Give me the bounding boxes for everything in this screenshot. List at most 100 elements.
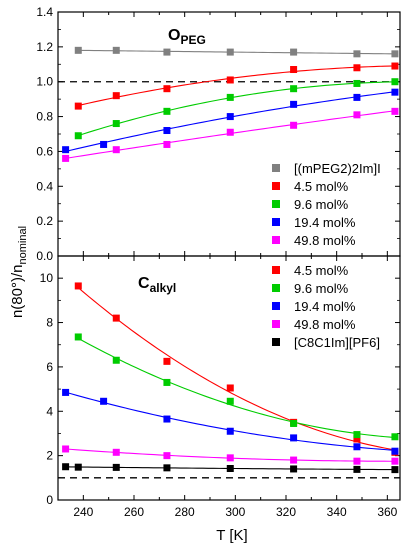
- bottom-legend-swatch: [272, 266, 280, 274]
- top-data-point: [290, 66, 298, 74]
- bottom-panel-title: Calkyl: [138, 275, 176, 295]
- bottom-legend-swatch: [272, 284, 280, 292]
- bottom-data-point: [391, 433, 399, 441]
- bottom-legend-label: 19.4 mol%: [294, 299, 356, 314]
- top-legend-label: [(mPEG2)2Im]I: [294, 161, 381, 176]
- top-data-point: [391, 50, 399, 58]
- top-data-point: [62, 154, 70, 162]
- top-y-tick-label: 0.6: [36, 144, 53, 158]
- bottom-data-point: [226, 465, 234, 472]
- bottom-data-point: [353, 457, 361, 465]
- y-axis-label-main: n(80°)/n: [9, 265, 26, 319]
- bottom-data-point: [226, 427, 234, 435]
- top-data-point: [62, 146, 70, 154]
- x-tick-label: 260: [124, 505, 144, 519]
- top-data-point: [226, 93, 234, 101]
- bottom-data-point: [112, 463, 120, 471]
- top-data-point: [226, 48, 234, 56]
- top-legend-swatch: [272, 218, 280, 226]
- bottom-fit-curve-1: [78, 337, 395, 439]
- top-data-point: [112, 120, 120, 128]
- top-data-point: [290, 48, 298, 56]
- top-y-tick-label: 1.4: [36, 5, 53, 19]
- top-data-point: [112, 92, 120, 100]
- bottom-y-tick-label: 6: [46, 360, 53, 374]
- top-data-point: [290, 85, 298, 93]
- bottom-plot-frame: [57, 255, 401, 501]
- top-data-point: [391, 88, 399, 96]
- top-y-tick-label: 0.4: [36, 179, 53, 193]
- y-axis-label: n(80°)/nnominal: [9, 226, 29, 318]
- bottom-panel-title-sub: alkyl: [150, 281, 177, 295]
- top-legend-swatch: [272, 200, 280, 208]
- bottom-fit-curve-0: [77, 287, 396, 451]
- top-data-point: [163, 48, 171, 56]
- top-legend-swatch: [272, 236, 280, 244]
- bottom-data-point: [353, 443, 361, 451]
- x-tick-label: 240: [73, 505, 93, 519]
- bottom-data-point: [112, 314, 120, 322]
- x-tick-label: 280: [175, 505, 195, 519]
- top-data-point: [353, 64, 361, 72]
- bottom-data-point: [163, 464, 171, 472]
- top-fit-curve-1: [78, 65, 395, 107]
- bottom-data-point: [353, 431, 361, 439]
- top-data-point: [353, 111, 361, 119]
- bottom-data-point: [163, 415, 171, 423]
- bottom-data-point: [391, 466, 399, 474]
- top-data-point: [74, 132, 82, 140]
- bottom-data-point: [163, 378, 171, 386]
- top-panel-title-sub: PEG: [180, 33, 205, 47]
- top-data-point: [353, 79, 361, 87]
- top-data-point: [226, 128, 234, 136]
- x-axis-label: T [K]: [216, 527, 247, 544]
- bottom-legend-swatch: [272, 320, 280, 328]
- top-y-tick-label: 0.2: [36, 214, 53, 228]
- top-data-point: [391, 107, 399, 115]
- top-y-tick-label: 0.8: [36, 110, 53, 124]
- bottom-data-point: [112, 448, 120, 456]
- bottom-data-point: [353, 465, 361, 473]
- top-data-point: [226, 113, 234, 121]
- top-fit-curve-0: [78, 49, 395, 55]
- bottom-legend-label: [C8C1Im][PF6]: [294, 335, 380, 350]
- top-legend-label: 49.8 mol%: [294, 233, 356, 248]
- y-axis-label-sub: nominal: [17, 226, 29, 265]
- bottom-data-point: [74, 282, 82, 290]
- bottom-legend-label: 9.6 mol%: [294, 281, 349, 296]
- top-y-tick-label: 1.2: [36, 40, 53, 54]
- top-data-point: [226, 76, 234, 84]
- bottom-legend-label: 4.5 mol%: [294, 263, 349, 278]
- top-panel-title: OPEG: [168, 27, 206, 47]
- bottom-legend-label: 49.8 mol%: [294, 317, 356, 332]
- bottom-data-point: [290, 419, 298, 427]
- bottom-data-point: [62, 388, 70, 396]
- top-data-point: [391, 78, 399, 86]
- bottom-y-tick-label: 4: [46, 404, 53, 418]
- top-data-point: [163, 107, 171, 115]
- top-panel: 0.0 0.2 0.4 0.6 0.8 1.0 1.2 1.4 OPEG [(mPEG2)2Im]…: [36, 5, 401, 263]
- bottom-y-tick-label: 0: [46, 493, 53, 507]
- bottom-data-point: [290, 456, 298, 464]
- bottom-data-point: [62, 463, 70, 471]
- bottom-data-point: [100, 397, 108, 405]
- x-tick-label: 340: [327, 505, 347, 519]
- bottom-data-point: [74, 463, 82, 471]
- top-data-point: [74, 46, 82, 54]
- top-data-point: [353, 93, 361, 101]
- top-legend-swatch: [272, 182, 280, 190]
- top-data-point: [391, 62, 399, 70]
- bottom-y-tick-label: 10: [40, 271, 54, 285]
- x-tick-label: 360: [377, 505, 397, 519]
- bottom-legend-swatch: [272, 338, 280, 346]
- top-data-point: [74, 102, 82, 110]
- top-data-point: [290, 121, 298, 129]
- bottom-y-tick-label: 8: [46, 316, 53, 330]
- bottom-data-point: [226, 454, 234, 462]
- top-y-tick-label: 1.0: [36, 75, 53, 89]
- bottom-data-point: [163, 452, 171, 460]
- top-legend-label: 19.4 mol%: [294, 215, 356, 230]
- top-data-point: [163, 85, 171, 93]
- top-data-point: [353, 50, 361, 58]
- top-data-point: [163, 127, 171, 135]
